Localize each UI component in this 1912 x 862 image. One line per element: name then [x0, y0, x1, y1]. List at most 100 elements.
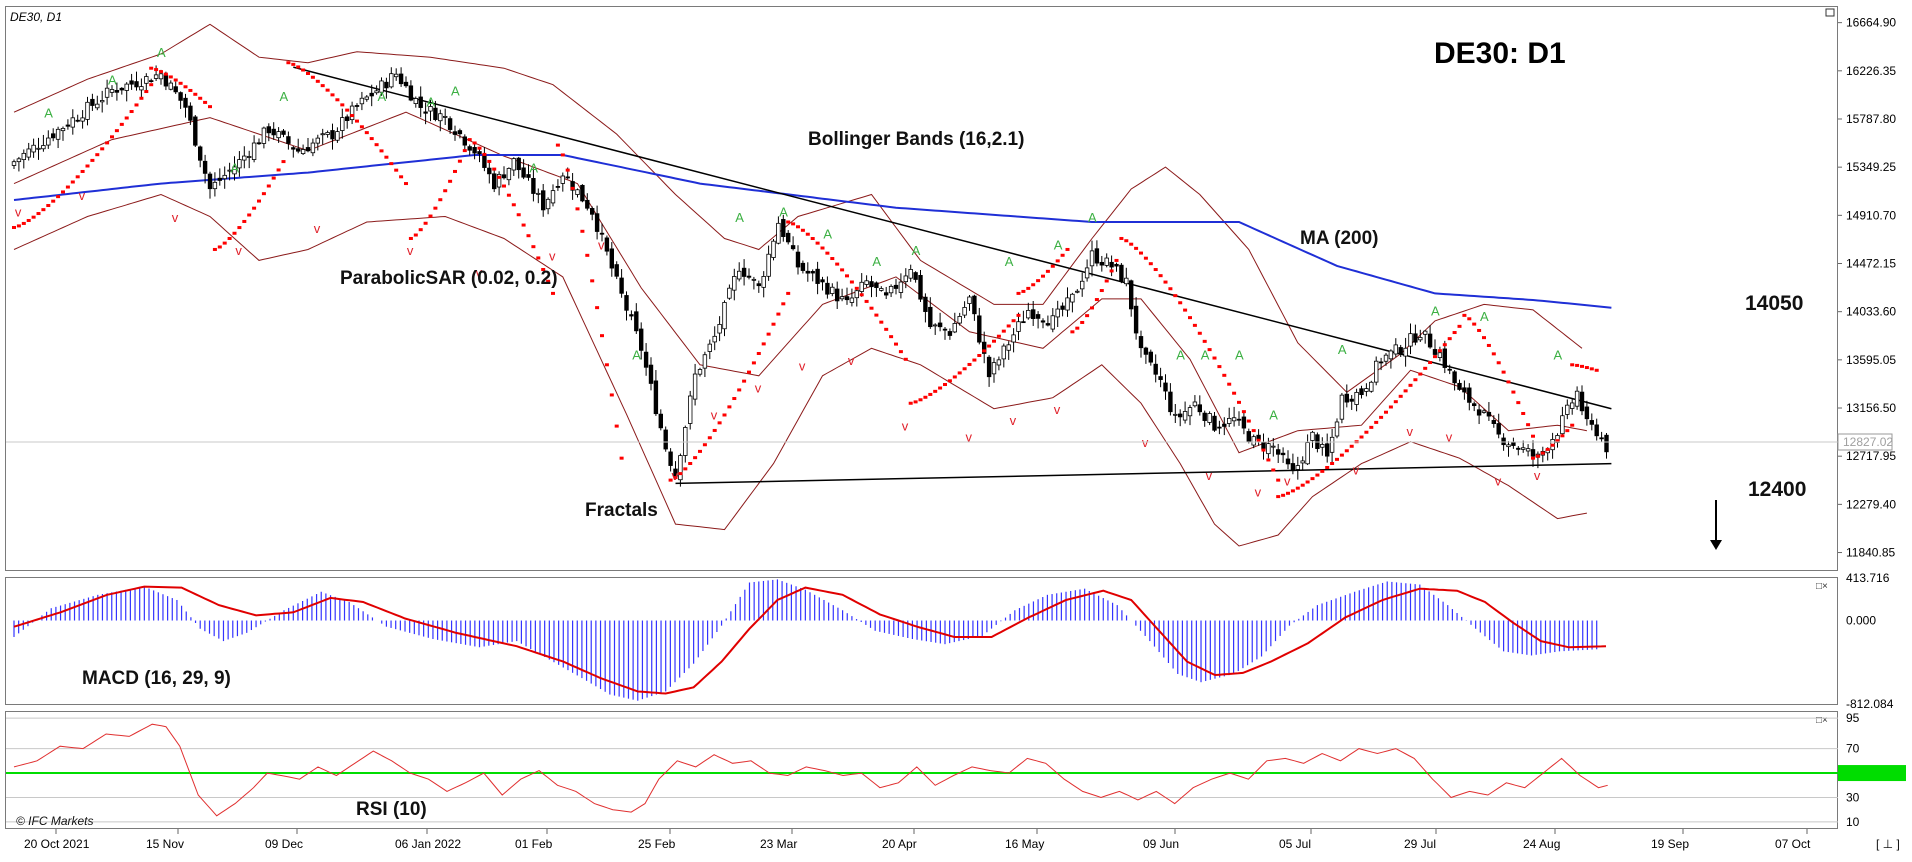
fractal-down-marker: v — [1142, 435, 1149, 450]
candle-body — [521, 167, 526, 178]
sar-dot — [497, 175, 502, 179]
sar-dot — [1251, 429, 1256, 433]
candle — [1339, 392, 1345, 424]
price-tick-label: 15349.25 — [1846, 160, 1896, 174]
candle — [712, 326, 717, 351]
candle-body — [403, 81, 409, 87]
sar-dot — [119, 122, 124, 126]
price-panel-restore-button[interactable] — [1825, 8, 1835, 17]
sar-dot — [1001, 329, 1006, 333]
sar-dot — [683, 467, 688, 471]
candle-body — [173, 86, 178, 93]
candle — [697, 367, 703, 377]
candle — [129, 73, 134, 90]
rsi-panel-buttons-glyph[interactable]: □× — [1816, 715, 1828, 726]
sar-dot — [1467, 317, 1472, 321]
candle — [1104, 253, 1109, 268]
candlesticks — [11, 65, 1609, 487]
sar-dot — [448, 179, 453, 183]
price-tick-label: 14910.70 — [1846, 208, 1896, 222]
candle — [1138, 330, 1144, 358]
sar-dot — [453, 169, 457, 173]
candle — [1364, 383, 1369, 397]
candle-body — [849, 297, 855, 303]
candle-body — [776, 222, 781, 244]
candle — [1217, 420, 1222, 435]
candle-body — [874, 282, 879, 288]
candle — [21, 149, 26, 169]
candle-body — [781, 219, 786, 237]
candle — [820, 276, 825, 291]
candle-body — [335, 131, 340, 141]
sar-dot — [1178, 301, 1183, 305]
sar-dot — [898, 350, 903, 354]
sar-dot — [595, 306, 600, 310]
scroll-control[interactable]: [ ⊥ ] — [1876, 837, 1900, 851]
candle — [1525, 444, 1531, 457]
candle-body — [1080, 280, 1085, 290]
sar-dot — [1408, 383, 1413, 387]
candle — [222, 166, 227, 189]
macd-panel-buttons-glyph[interactable]: □× — [1816, 581, 1828, 592]
sar-dot — [1550, 443, 1555, 447]
sar-dot — [438, 198, 443, 202]
candle — [810, 269, 815, 282]
candle-body — [447, 118, 453, 130]
candle-body — [1295, 465, 1300, 470]
candle — [830, 283, 835, 297]
candle — [893, 278, 899, 295]
rsi-panel-window-buttons[interactable]: □× — [1816, 715, 1828, 726]
candle — [1089, 240, 1095, 277]
candle-body — [648, 364, 654, 384]
sar-dot — [1266, 458, 1271, 462]
candle — [1369, 380, 1374, 393]
sar-dot — [355, 119, 359, 123]
candle — [1192, 395, 1198, 408]
price-axis: 16664.90 16226.35 15787.80 15349.25 14910.70… — [1838, 16, 1896, 560]
sar-dot — [1227, 382, 1232, 386]
candle — [305, 137, 311, 153]
rsi-midline-badge — [1838, 765, 1906, 782]
candle — [26, 142, 31, 161]
candle-body — [482, 155, 487, 168]
candle-body — [1427, 333, 1433, 348]
candle — [536, 188, 541, 204]
candle — [1300, 456, 1305, 471]
sar-dot — [1055, 259, 1060, 263]
sar-dot — [413, 233, 418, 237]
candle — [340, 108, 345, 139]
candle-body — [1124, 277, 1129, 285]
candle — [604, 235, 610, 256]
sar-dot — [923, 395, 928, 399]
candle-body — [766, 253, 771, 277]
candle — [1374, 356, 1379, 386]
candle-body — [178, 92, 183, 101]
macd-panel-window-buttons[interactable]: □× — [1816, 581, 1828, 592]
candle-body — [1035, 314, 1041, 319]
candle — [1310, 430, 1315, 448]
sar-dot — [1041, 274, 1045, 278]
candle — [629, 310, 634, 321]
candle-body — [795, 251, 801, 268]
candle-body — [256, 142, 262, 145]
candle-body — [746, 275, 752, 278]
candle-body — [1163, 382, 1168, 392]
candle — [800, 260, 806, 274]
candle-body — [26, 148, 31, 158]
candle — [849, 288, 855, 307]
candle-body — [163, 74, 169, 87]
candle — [423, 102, 428, 125]
candle — [1040, 318, 1046, 329]
candle-body — [477, 151, 482, 155]
sar-dot — [306, 71, 310, 75]
macd-histogram — [13, 579, 1598, 701]
candle — [212, 172, 218, 197]
sar-dot — [1237, 400, 1241, 404]
candle — [1530, 440, 1536, 467]
candle — [986, 355, 992, 387]
sar-dot — [791, 222, 796, 226]
candle — [1442, 340, 1447, 374]
sar-dot — [1560, 434, 1565, 438]
sar-dot — [1310, 477, 1315, 481]
ma-200-line — [13, 154, 1612, 309]
